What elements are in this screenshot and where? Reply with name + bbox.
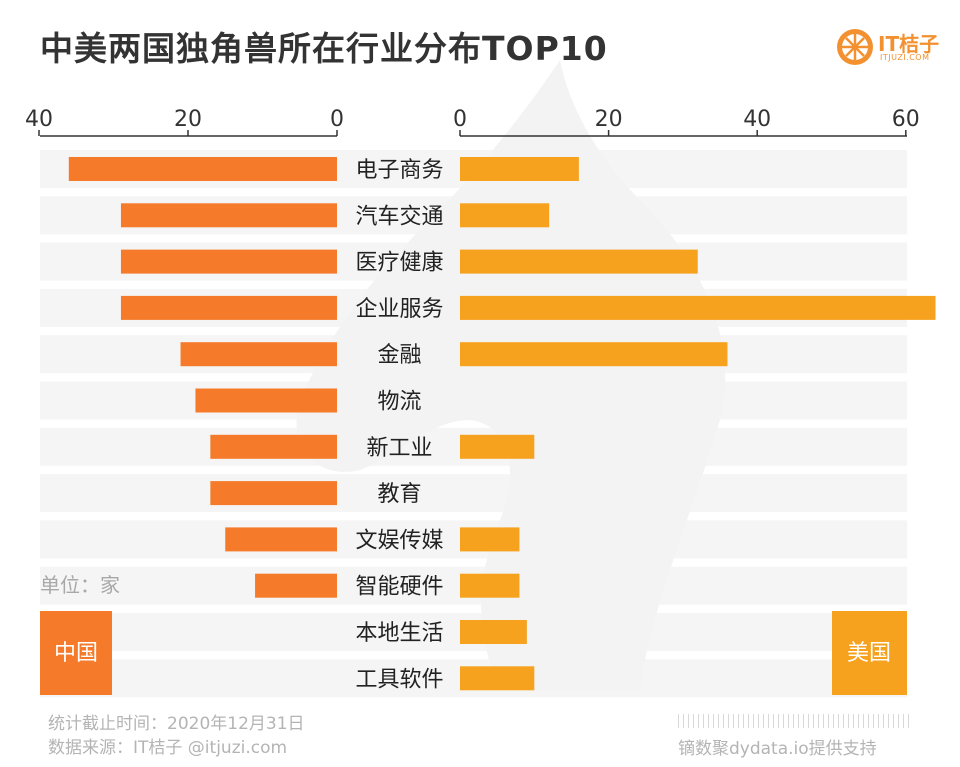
category-label: 物流 [377, 390, 421, 415]
china-bar [255, 573, 337, 598]
usa-bar [460, 249, 698, 274]
brand-url: ITJUZI.COM [880, 53, 930, 62]
support-credit: 镝数聚dydata.io提供支持 [678, 739, 877, 759]
usa-bar [460, 620, 527, 644]
footer-notes: 统计截止时间：2020年12月31日 数据来源：IT桔子 @itjuzi.com [48, 712, 305, 760]
china-bar [225, 527, 337, 552]
category-label: 教育 [377, 482, 421, 507]
china-bar [68, 157, 338, 181]
category-label: 企业服务 [355, 297, 443, 322]
right-tick-label: 60 [892, 107, 920, 132]
china-bar [195, 388, 337, 413]
chart-title: 中美两国独角兽所在行业分布TOP10 [40, 29, 608, 68]
legend-usa-label: 美国 [847, 641, 891, 666]
category-label: 医疗健康 [355, 251, 443, 276]
china-bar [120, 203, 337, 228]
category-label: 智能硬件 [355, 575, 443, 600]
row-background [40, 474, 907, 513]
usa-bar [460, 295, 936, 320]
brand-name: IT桔子 [878, 32, 940, 56]
usa-bar [460, 666, 535, 691]
china-bar [210, 481, 337, 506]
row-background [40, 381, 907, 420]
china-bar [180, 342, 337, 367]
cutoff-date: 统计截止时间：2020年12月31日 [48, 714, 305, 734]
category-label: 电子商务 [355, 158, 443, 183]
orange-slice-icon [837, 29, 873, 65]
unit-label: 单位：家 [40, 573, 120, 597]
usa-bar [460, 573, 520, 598]
left-tick-label: 0 [330, 107, 344, 132]
china-bar [120, 295, 337, 320]
legend-china-block [40, 611, 112, 695]
decorative-ticks [678, 714, 910, 728]
right-tick-label: 0 [453, 107, 467, 132]
category-label: 汽车交通 [355, 204, 443, 229]
left-tick-label: 20 [174, 107, 202, 132]
legend-china-label: 中国 [54, 641, 98, 666]
china-bar [120, 249, 337, 274]
usa-bar [460, 527, 520, 552]
category-label: 新工业 [366, 436, 432, 461]
category-label: 文娱传媒 [355, 528, 443, 553]
category-label: 金融 [377, 343, 421, 368]
data-source: 数据来源：IT桔子 @itjuzi.com [48, 738, 288, 758]
right-tick-label: 20 [595, 107, 623, 132]
brand-logo: IT桔子 ITJUZI.COM [836, 28, 946, 68]
category-label: 工具软件 [355, 667, 443, 692]
legend-usa-block [832, 611, 907, 695]
usa-bar [460, 342, 728, 367]
china-bar [210, 434, 337, 459]
usa-bar [460, 203, 550, 228]
category-label: 本地生活 [355, 621, 443, 646]
usa-bar [460, 434, 535, 459]
left-tick-label: 40 [25, 107, 53, 132]
usa-bar [460, 157, 579, 181]
right-tick-label: 40 [743, 107, 771, 132]
